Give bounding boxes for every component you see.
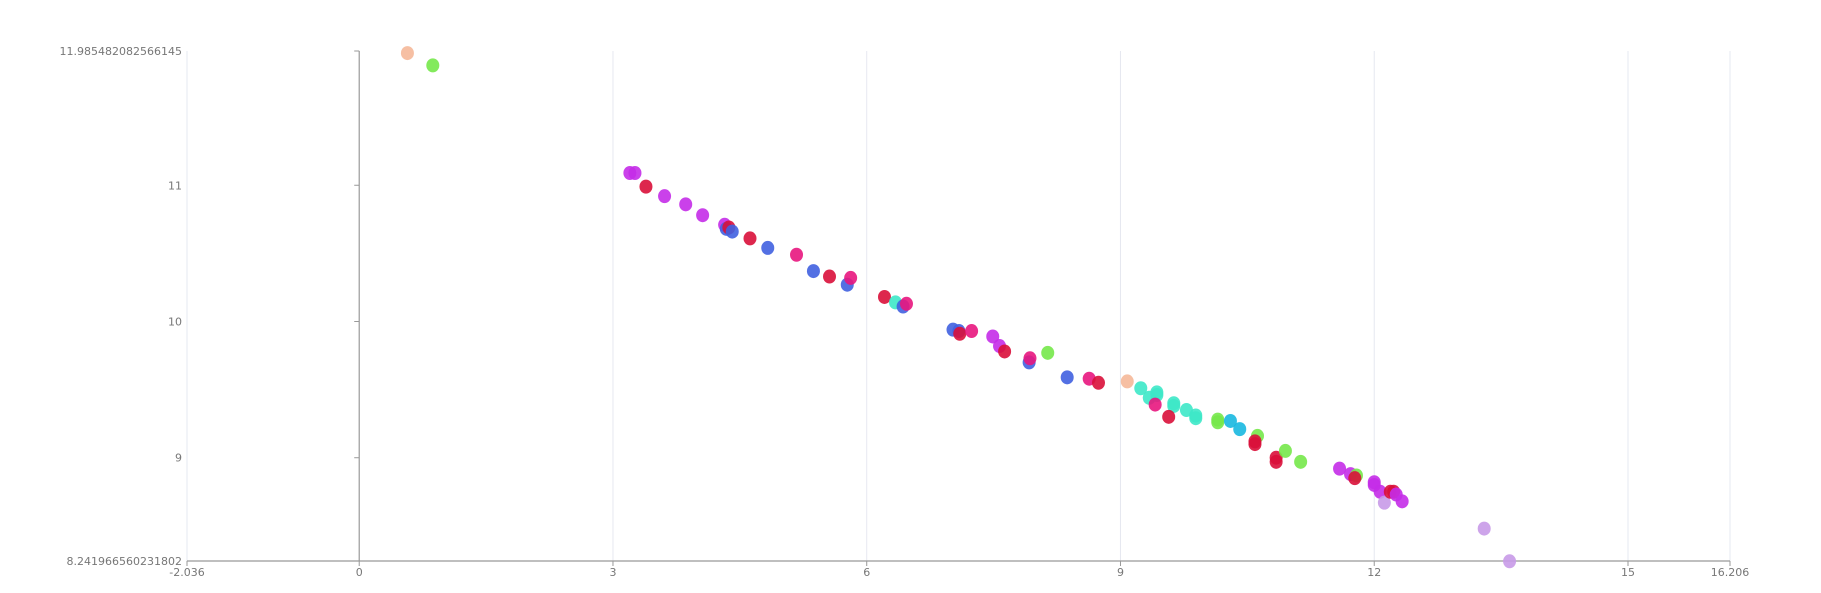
data-point[interactable] [844, 270, 858, 285]
data-point[interactable] [790, 247, 804, 262]
data-point[interactable] [658, 189, 672, 204]
data-point[interactable] [1120, 374, 1134, 389]
data-point[interactable] [1223, 413, 1237, 428]
data-point[interactable] [1167, 398, 1181, 413]
data-point[interactable] [1377, 495, 1391, 510]
data-point[interactable] [1041, 345, 1055, 360]
data-point[interactable] [1162, 409, 1176, 424]
y-axis-ticks: 8.241966560231802 9 10 11 11.985482082566145 [60, 45, 360, 568]
data-point[interactable] [725, 224, 739, 239]
data-points [400, 46, 1517, 569]
data-point[interactable] [400, 46, 414, 61]
data-point[interactable] [1060, 370, 1074, 385]
data-point[interactable] [426, 58, 440, 73]
x-tick-label: 15 [1621, 566, 1635, 579]
data-point[interactable] [1348, 471, 1362, 486]
data-point[interactable] [1189, 411, 1203, 426]
data-point[interactable] [1395, 494, 1409, 509]
data-point[interactable] [998, 344, 1012, 359]
y-tick-label: 8.241966560231802 [67, 555, 182, 568]
data-point[interactable] [743, 231, 757, 246]
data-point[interactable] [628, 165, 642, 180]
data-point[interactable] [823, 269, 837, 284]
data-point[interactable] [696, 208, 710, 223]
data-point[interactable] [953, 326, 967, 341]
data-point[interactable] [899, 296, 913, 311]
x-tick-label: 3 [609, 566, 616, 579]
data-point[interactable] [986, 329, 1000, 344]
data-point[interactable] [1477, 521, 1491, 536]
y-tick-label: 9 [175, 452, 182, 465]
x-tick-label: 12 [1367, 566, 1381, 579]
data-point[interactable] [806, 264, 820, 279]
x-tick-label: 0 [356, 566, 363, 579]
data-point[interactable] [1278, 443, 1292, 458]
data-point[interactable] [1134, 381, 1148, 396]
data-point[interactable] [1148, 397, 1162, 412]
x-tick-label: 16.206 [1711, 566, 1750, 579]
data-point[interactable] [1333, 461, 1347, 476]
data-point[interactable] [1248, 434, 1262, 449]
y-tick-label: 11 [168, 179, 182, 192]
y-tick-label: 11.985482082566145 [60, 45, 182, 58]
data-point[interactable] [1211, 415, 1225, 430]
x-tick-label: -2.036 [169, 566, 204, 579]
x-axis-ticks: -2.036 0 3 6 9 12 15 16.206 [169, 561, 1749, 579]
data-point[interactable] [1294, 454, 1308, 469]
data-point[interactable] [1233, 422, 1247, 437]
data-point[interactable] [1503, 554, 1517, 569]
data-point[interactable] [965, 324, 979, 339]
data-point[interactable] [679, 197, 693, 212]
x-tick-label: 6 [863, 566, 870, 579]
data-point[interactable] [639, 179, 653, 194]
x-tick-label: 9 [1117, 566, 1124, 579]
data-point[interactable] [1091, 375, 1105, 390]
data-point[interactable] [1269, 454, 1283, 469]
data-point[interactable] [761, 240, 775, 255]
axes [187, 51, 1730, 562]
data-point[interactable] [1023, 351, 1037, 366]
data-point[interactable] [1373, 484, 1387, 499]
y-tick-label: 10 [168, 315, 182, 328]
data-point[interactable] [877, 289, 891, 304]
gridlines [186, 51, 1731, 561]
